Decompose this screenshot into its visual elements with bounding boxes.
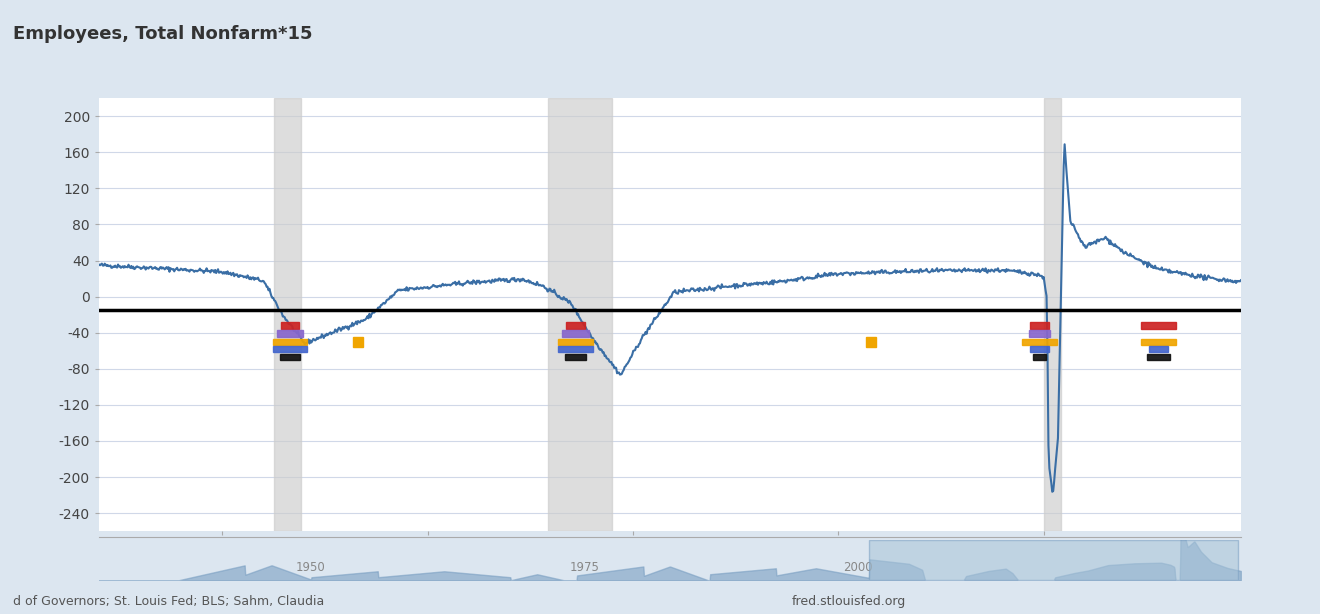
Bar (1031, 346, 1049, 352)
Bar (558, 346, 593, 352)
Bar (1031, 322, 1049, 328)
Text: 2000: 2000 (843, 561, 873, 574)
Bar (1147, 354, 1170, 360)
Bar (1142, 322, 1176, 328)
Bar (1022, 338, 1057, 345)
Text: Employees, Total Nonfarm*15: Employees, Total Nonfarm*15 (13, 25, 313, 43)
Bar (562, 330, 589, 336)
Bar (1044, 98, 1061, 531)
Bar (1142, 338, 1176, 345)
Bar (1150, 346, 1168, 352)
Text: fred.stlouisfed.org: fred.stlouisfed.org (792, 595, 907, 608)
Bar (869, 540, 1238, 580)
Bar (280, 354, 300, 360)
Bar (273, 98, 301, 531)
Bar (1034, 354, 1045, 360)
Text: d of Governors; St. Louis Fed; BLS; Sahm, Claudia: d of Governors; St. Louis Fed; BLS; Sahm… (13, 595, 325, 608)
Bar (281, 322, 300, 328)
Bar (565, 354, 586, 360)
Bar (1030, 330, 1049, 336)
Bar (548, 98, 612, 531)
Bar (566, 322, 585, 328)
Bar (558, 338, 593, 345)
Text: 1975: 1975 (569, 561, 599, 574)
Bar (272, 346, 308, 352)
Bar (272, 338, 308, 345)
Bar (277, 330, 304, 336)
Text: 1950: 1950 (296, 561, 325, 574)
